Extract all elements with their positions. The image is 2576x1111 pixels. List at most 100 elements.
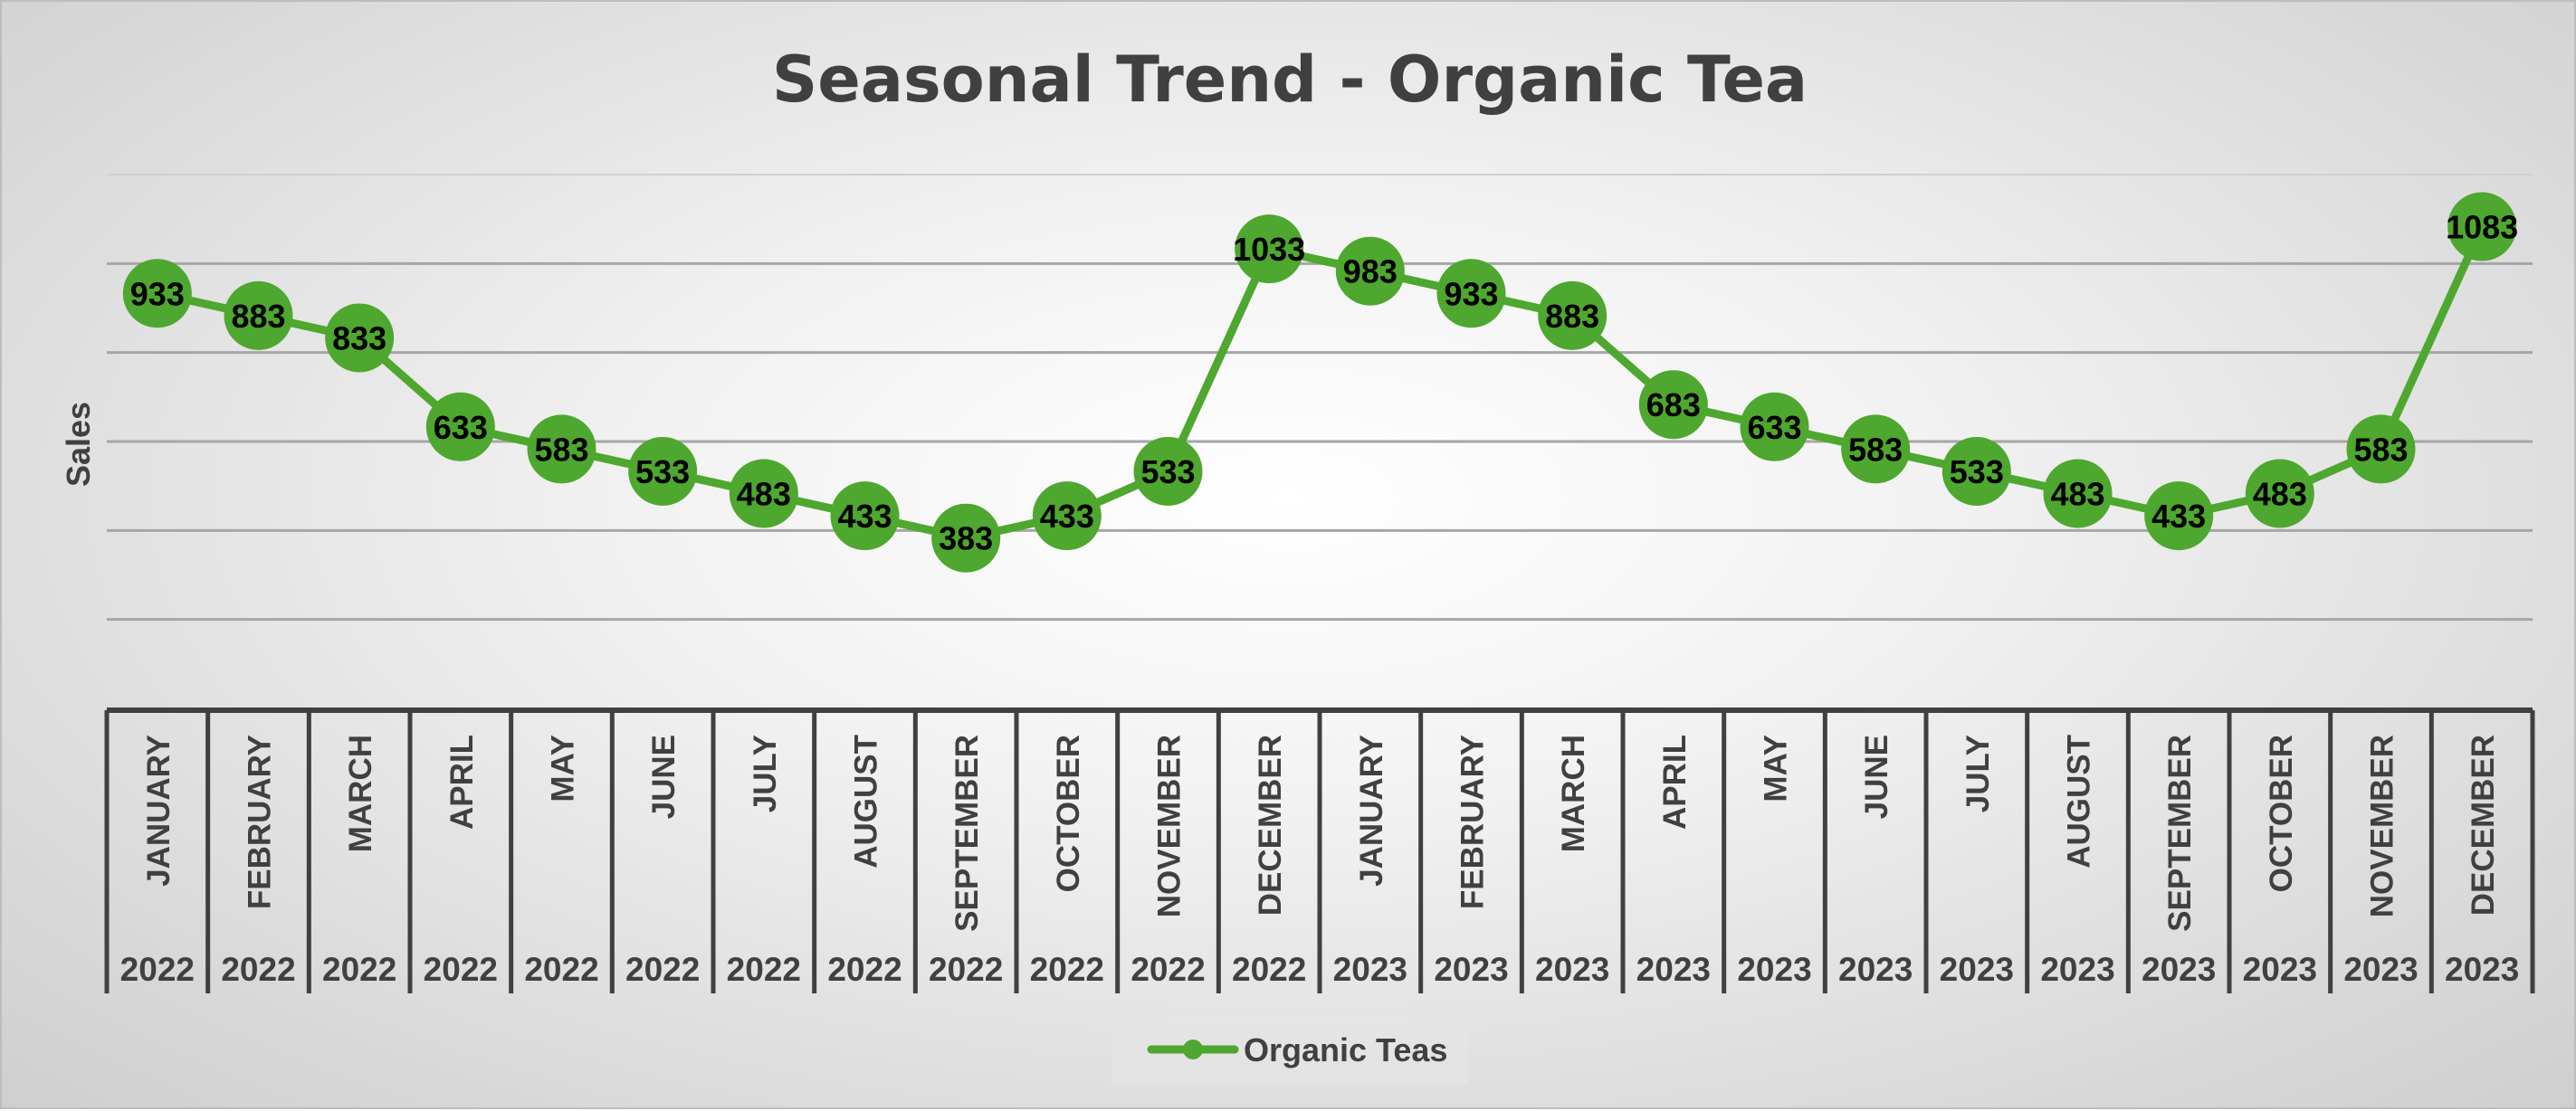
data-point [2245,459,2314,528]
month-tick-label: SEPTEMBER [949,735,985,932]
month-tick-label: APRIL [1657,735,1693,830]
month-tick-label: NOVEMBER [2365,735,2400,917]
data-point [224,280,293,350]
data-label: 883 [231,298,285,335]
year-tick-label: 2023 [1333,951,1407,988]
series-line [153,223,2486,543]
category-axis: JANUARY 2022 FEBRUARY 2022 MARCH 2022 APRIL 202… [104,707,2535,993]
year-tick-label: 2022 [221,951,295,988]
month-tick-label: NOVEMBER [1152,735,1188,917]
data-point [729,459,798,528]
year-tick-label: 2022 [120,951,195,988]
data-point [628,436,698,506]
data-label: 833 [332,319,386,356]
data-label: 683 [1646,386,1701,423]
data-point [830,481,900,551]
month-tick-label: JANUARY [141,735,177,887]
year-tick-label: 2022 [1131,951,1205,988]
data-point [122,259,192,328]
year-tick-label: 2023 [1636,951,1711,988]
data-point [1235,214,1304,284]
data-label: 533 [1950,453,2004,490]
month-tick-label: FEBRUARY [243,735,278,909]
month-tick-label: FEBRUARY [1455,735,1491,909]
month-tick-label: SEPTEMBER [2162,735,2198,932]
year-tick-label: 2022 [1232,951,1306,988]
data-label: 433 [2151,498,2206,535]
month-tick-label: MARCH [1556,735,1591,852]
year-tick-label: 2022 [524,951,598,988]
data-point [2447,192,2517,261]
data-label: 483 [2050,476,2104,513]
data-point [1841,414,1911,484]
month-tick-label: JUNE [646,735,682,819]
data-label: 483 [737,476,791,513]
year-tick-label: 2022 [1030,951,1104,988]
year-tick-label: 2022 [424,951,498,988]
y-axis-title: Sales [60,402,97,487]
year-tick-label: 2022 [929,951,1003,988]
month-tick-label: APRIL [444,735,480,830]
data-label: 883 [1545,298,1599,335]
month-tick-label: DECEMBER [1253,735,1288,916]
data-point [425,392,495,461]
legend[interactable]: Organic Teas [1111,1014,1468,1085]
month-tick-label: OCTOBER [1051,735,1086,892]
year-tick-label: 2023 [2343,951,2418,988]
year-tick-label: 2023 [2040,951,2114,988]
data-point [931,503,1001,573]
data-point [527,414,596,484]
data-label: 983 [1343,253,1398,290]
data-label: 583 [2353,431,2408,468]
year-tick-label: 2023 [2142,951,2216,988]
data-point [2144,481,2214,551]
month-tick-label: MAY [546,735,581,802]
month-tick-label: JUNE [1859,735,1894,819]
year-tick-label: 2023 [1940,951,2014,988]
data-label: 933 [1444,275,1498,312]
year-tick-label: 2023 [2243,951,2317,988]
data-label: 633 [434,409,488,446]
year-tick-label: 2023 [1535,951,1609,988]
data-point [2346,414,2416,484]
month-tick-label: JANUARY [1354,735,1389,887]
month-tick-label: OCTOBER [2264,735,2299,892]
month-tick-label: MAY [1759,735,1794,802]
data-label: 533 [1140,453,1195,490]
year-tick-label: 2022 [827,951,902,988]
data-point [1436,259,1506,328]
data-label: 1083 [2446,209,2518,246]
data-label: 1033 [1233,231,1305,268]
data-point [1638,370,1708,440]
year-tick-label: 2022 [727,951,801,988]
data-point [1335,236,1405,306]
year-tick-label: 2023 [2445,951,2519,988]
data-point [1740,392,1809,461]
data-point [1538,280,1608,350]
month-tick-label: JULY [748,735,783,812]
data-point [2043,459,2113,528]
data-label: 583 [1848,431,1903,468]
data-label: 533 [635,453,690,490]
month-tick-label: AUGUST [849,735,884,869]
legend-dot-marker [1183,1040,1203,1059]
data-label: 433 [1040,498,1094,535]
data-label: 583 [534,431,588,468]
month-tick-label: JULY [1961,735,1996,812]
chart-title: Seasonal Trend - Organic Tea [772,43,1808,117]
data-point [1133,436,1203,506]
year-tick-label: 2023 [1737,951,1811,988]
month-tick-label: DECEMBER [2466,735,2501,916]
data-point [325,303,395,373]
month-tick-label: MARCH [343,735,378,852]
legend-label: Organic Teas [1244,1031,1447,1068]
data-label: 383 [939,520,993,557]
data-label: 933 [130,275,185,312]
year-tick-label: 2022 [625,951,700,988]
data-point [1942,436,2011,506]
year-tick-label: 2022 [322,951,396,988]
data-label: 633 [1747,409,1801,446]
series-organic-teas: 933 883 833 633 583 533 483 433 383 433 533 1033 983… [122,192,2518,573]
